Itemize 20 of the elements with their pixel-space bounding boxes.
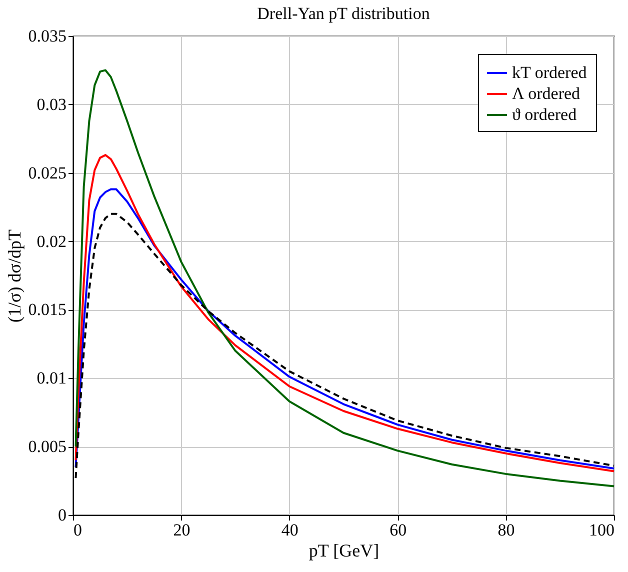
y-tick-label: 0.03 <box>36 94 66 114</box>
legend-label: kT ordered <box>512 63 588 82</box>
y-tick-label: 0.01 <box>36 368 66 388</box>
y-tick-label: 0.02 <box>36 232 66 251</box>
y-tick-label: 0.035 <box>28 26 66 46</box>
y-tick-label: 0.005 <box>28 437 66 456</box>
y-tick-label: 0.015 <box>28 300 66 320</box>
x-tick-label: 100 <box>589 520 614 540</box>
x-tick-label: 20 <box>173 520 190 540</box>
x-tick-label: 0 <box>74 520 82 540</box>
x-tick-label: 80 <box>498 520 515 540</box>
y-tick-label: 0 <box>58 506 66 524</box>
legend-label: Λ ordered <box>512 84 581 103</box>
x-tick-label: 60 <box>390 520 407 540</box>
y-tick-label: 0.025 <box>28 163 66 182</box>
x-tick-label: 40 <box>281 520 298 540</box>
x-axis-title: pT [GeV] <box>308 540 380 560</box>
legend-label: ϑ ordered <box>512 105 578 124</box>
y-axis-title: (1/σ) dσ/dpT <box>4 230 24 322</box>
chart-title: Drell-Yan pT distribution <box>257 4 430 23</box>
